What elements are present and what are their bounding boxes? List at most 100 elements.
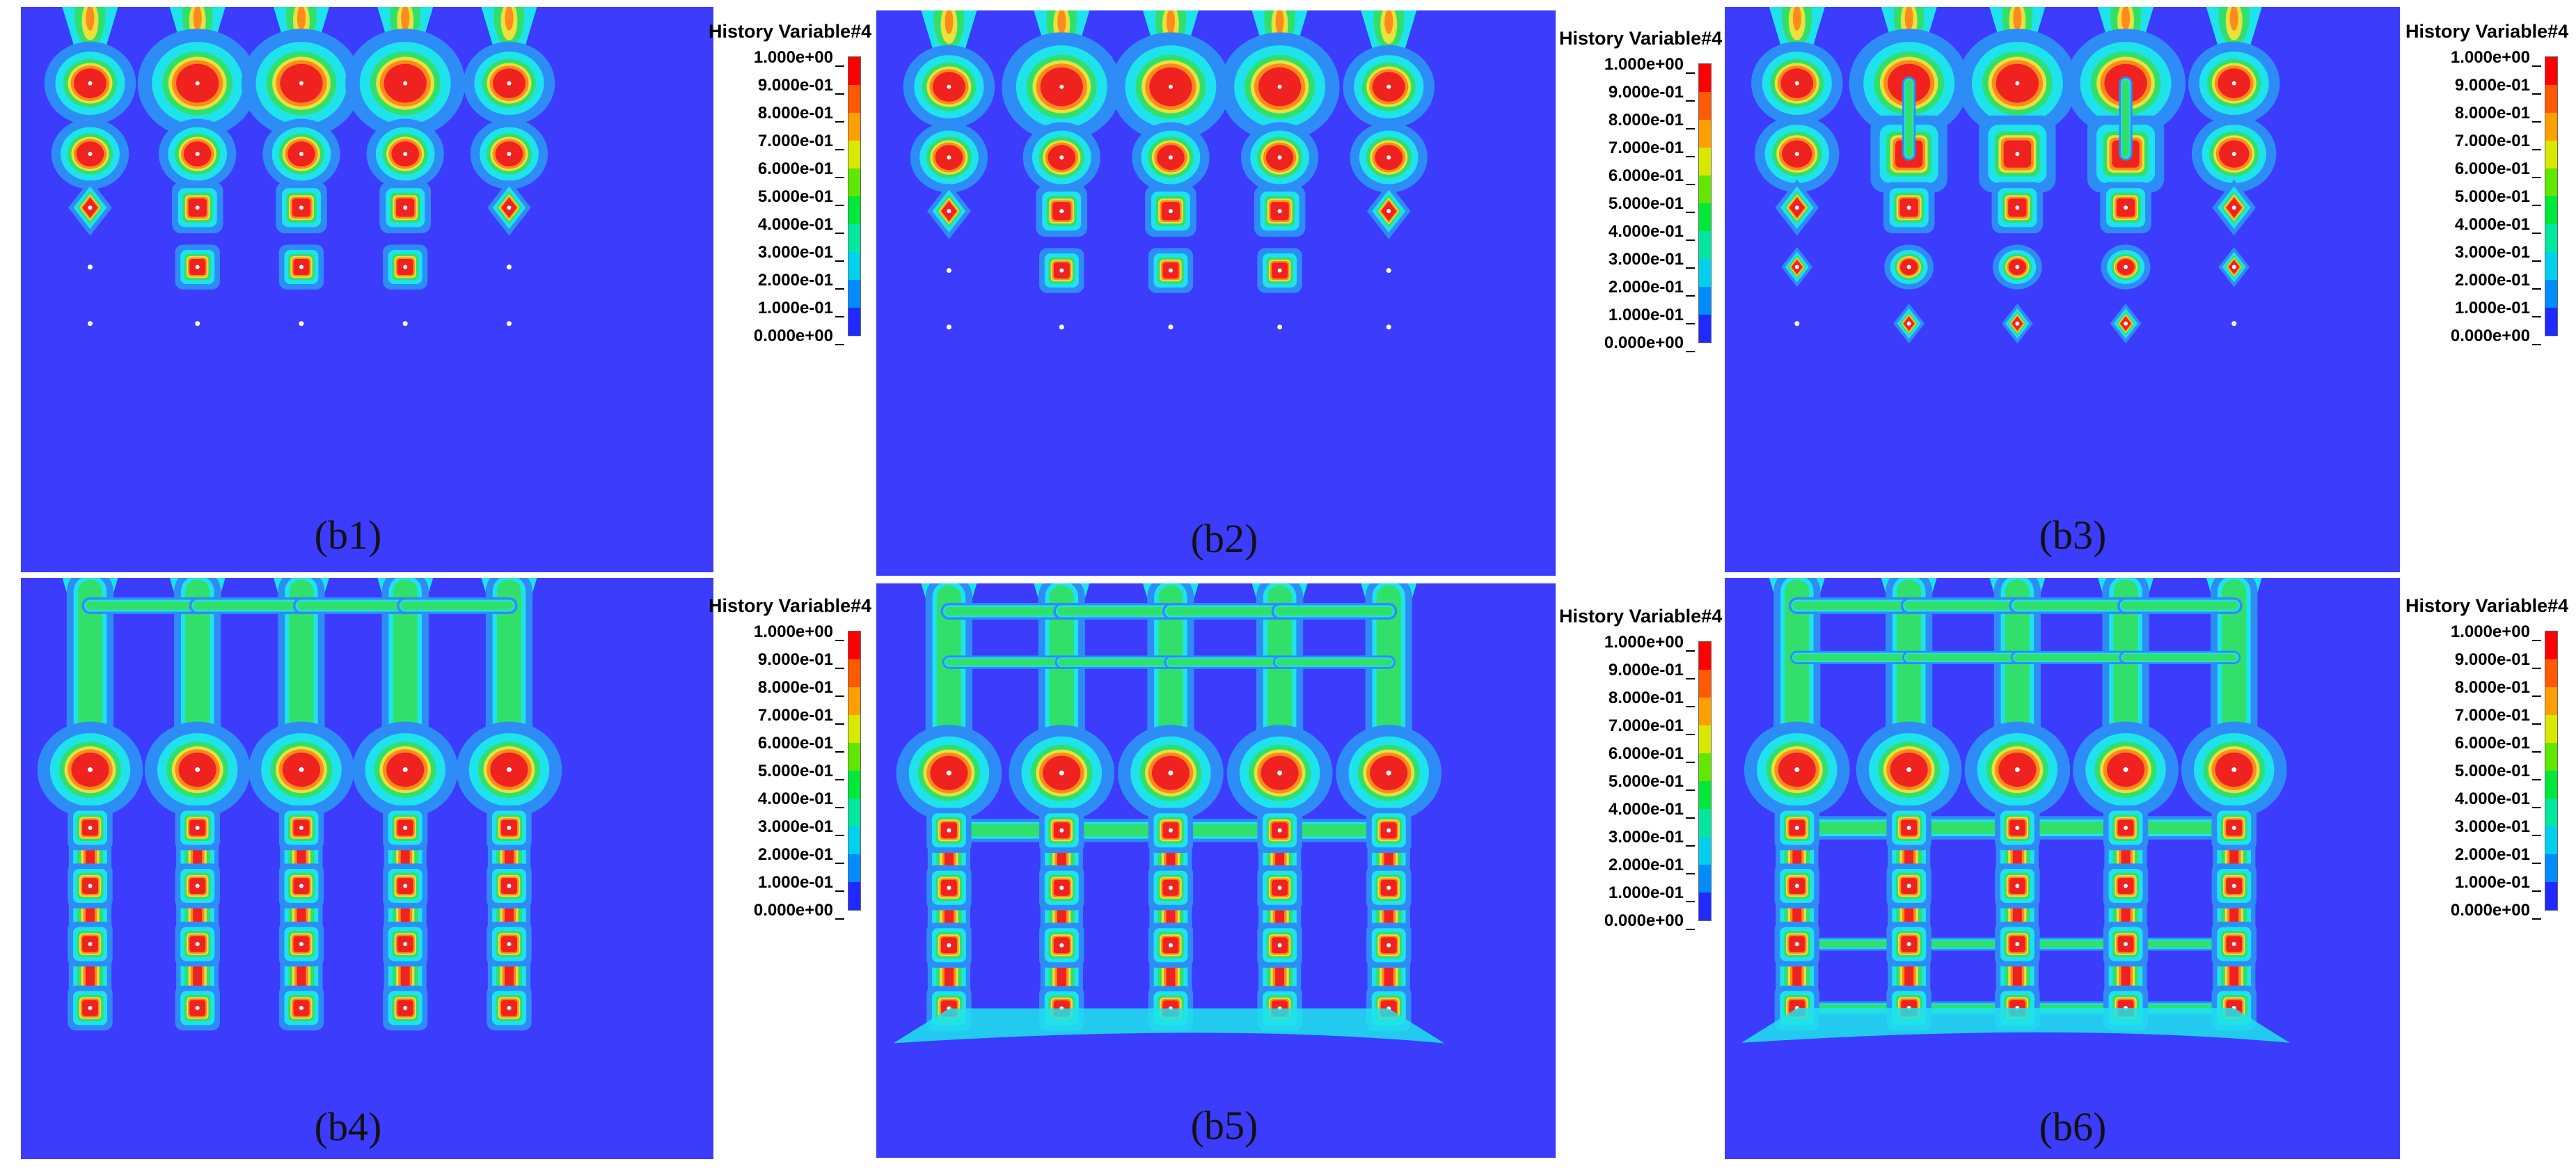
contour-layer — [893, 583, 1445, 1044]
damage-top-cone — [297, 7, 306, 31]
legend-tick-label: 7.000e-01 — [758, 133, 844, 150]
panel-label-b3: (b3) — [2039, 512, 2107, 558]
blast-hole-dot — [1059, 324, 1064, 330]
blast-hole-dot — [195, 265, 200, 269]
blast-hole-dot — [1906, 321, 1911, 326]
panel-b2: (b2) — [876, 10, 1556, 576]
legend-tick-label: 4.000e-01 — [1609, 223, 1695, 241]
damage-top-cone — [1384, 10, 1393, 34]
legend-b6: History Variable#4 1.000e+00 9.000e-01 8.0… — [2405, 595, 2576, 919]
legend-color-swatch — [2545, 882, 2557, 910]
blast-hole-dot — [2124, 205, 2128, 210]
legend-tick-label: 6.000e-01 — [1609, 746, 1695, 763]
blast-hole-dot — [88, 321, 93, 327]
legend-color-swatch — [2545, 854, 2557, 882]
legend-tick-label: 1.000e-01 — [2455, 300, 2541, 317]
legend-color-swatch — [848, 799, 860, 826]
panel-background — [21, 578, 713, 1159]
legend-color-swatch — [1699, 781, 1711, 809]
blast-hole-dot — [1277, 770, 1283, 776]
legend-tick-label: 1.000e+00 — [2451, 624, 2541, 641]
legend-tick-label: 4.000e-01 — [758, 791, 844, 808]
panel-label-b5: (b5) — [1190, 1103, 1258, 1148]
panel-b5: (b5) — [876, 583, 1556, 1158]
blast-hole-dot — [299, 81, 303, 86]
blast-hole-dot — [946, 268, 951, 274]
blast-hole-dot — [1059, 268, 1064, 273]
legend-color-swatch — [2545, 57, 2557, 85]
legend-color-swatch — [2545, 659, 2557, 687]
blast-hole-dot — [1386, 324, 1391, 330]
panel-label-b2: (b2) — [1190, 516, 1258, 561]
blast-hole-dot — [1906, 205, 1911, 210]
blast-hole-dot — [195, 767, 200, 773]
legend-tick-label: 7.000e-01 — [2455, 707, 2541, 725]
blast-hole-dot — [299, 265, 303, 269]
blast-hole-dot — [88, 942, 93, 947]
blast-hole-dot — [946, 324, 951, 330]
blast-hole-dot — [195, 152, 200, 157]
blast-hole-dot — [88, 152, 93, 157]
legend-tick-label: 0.000e+00 — [1604, 335, 1695, 352]
legend-color-swatch — [1699, 92, 1711, 120]
legend-color-swatch — [848, 715, 860, 743]
blast-hole-dot — [1386, 84, 1391, 89]
blast-hole-dot — [2231, 205, 2236, 210]
legend-color-swatch — [2545, 631, 2557, 659]
blast-hole-dot — [1386, 828, 1391, 833]
legend-scale: 1.000e+00 9.000e-01 8.000e-01 7.000e-01 6.00… — [2405, 49, 2576, 345]
legend-tick-label: 7.000e-01 — [758, 707, 844, 725]
panel-label-b6: (b6) — [2039, 1104, 2107, 1149]
blast-hole-dot — [299, 826, 303, 831]
blast-hole-dot — [1277, 155, 1282, 160]
blast-hole-dot — [947, 828, 951, 833]
legend-tick-label: 9.000e-01 — [758, 652, 844, 669]
legend-color-swatch — [1699, 725, 1711, 753]
legend-tick-label: 2.000e-01 — [2455, 847, 2541, 864]
blast-hole-dot — [507, 1005, 512, 1010]
blast-hole-dot — [1168, 828, 1173, 833]
legend-title: History Variable#4 — [709, 21, 872, 42]
legend-scale: 1.000e+00 9.000e-01 8.000e-01 7.000e-01 6.00… — [709, 624, 938, 919]
damage-top-cone — [1275, 10, 1284, 34]
legend-tick-label: 1.000e-01 — [2455, 874, 2541, 892]
legend-color-bar — [1698, 641, 1712, 921]
blast-hole-dot — [1794, 883, 1799, 888]
legend-tick-label: 1.000e+00 — [2451, 49, 2541, 67]
legend-b5: History Variable#4 1.000e+00 9.000e-01 8.0… — [1559, 606, 1789, 929]
blast-hole-dot — [2231, 152, 2236, 157]
blast-hole-dot — [1168, 155, 1173, 160]
legend-color-swatch — [1699, 865, 1711, 893]
blast-hole-dot — [403, 205, 408, 210]
legend-tick-label: 6.000e-01 — [758, 161, 844, 178]
legend-scale: 1.000e+00 9.000e-01 8.000e-01 7.000e-01 6.00… — [709, 49, 938, 345]
legend-color-swatch — [2545, 799, 2557, 826]
blast-hole-dot — [2123, 767, 2128, 773]
blast-hole-dot — [947, 886, 951, 890]
legend-color-swatch — [2545, 826, 2557, 854]
panel-b4: (b4) — [21, 578, 713, 1159]
blast-hole-dot — [2231, 81, 2236, 86]
blast-hole-dot — [1906, 826, 1911, 831]
legend-tick-label: 4.000e-01 — [758, 217, 844, 234]
legend-color-swatch — [848, 826, 860, 854]
blast-hole-dot — [88, 81, 93, 86]
blast-hole-dot — [1906, 265, 1911, 269]
legend-tick-label: 8.000e-01 — [2455, 679, 2541, 697]
legend-tick-label: 5.000e-01 — [2455, 189, 2541, 206]
legend-title: History Variable#4 — [1559, 606, 1723, 627]
legend-color-swatch — [2545, 280, 2557, 308]
blast-hole-dot — [403, 942, 408, 947]
damage-top-cone — [193, 7, 202, 31]
blast-hole-dot — [195, 826, 200, 831]
contour-plot-b5 — [876, 583, 1556, 1158]
legend-tick-label: 2.000e-01 — [1609, 279, 1695, 297]
blast-hole-dot — [1168, 268, 1173, 273]
blast-hole-dot — [2015, 942, 2020, 947]
blast-hole-dot — [195, 883, 200, 888]
blast-hole-dot — [402, 321, 408, 327]
blast-hole-dot — [1168, 324, 1174, 330]
blast-hole-dot — [507, 826, 512, 831]
legend-color-swatch — [1699, 642, 1711, 670]
legend-color-swatch — [848, 687, 860, 715]
